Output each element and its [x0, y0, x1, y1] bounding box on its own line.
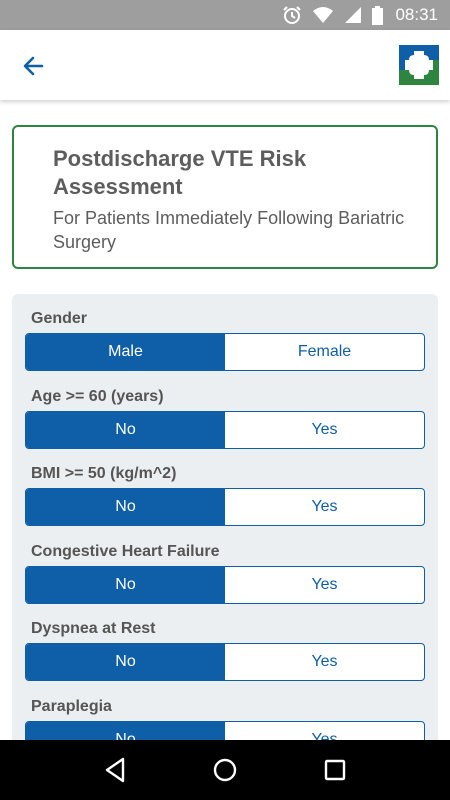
option-female[interactable]: Female — [297, 343, 352, 360]
question-dyspnea: Dyspnea at Rest No Yes — [25, 618, 425, 696]
alarm-icon — [283, 6, 302, 24]
arrow-left-icon — [23, 56, 44, 76]
option-no[interactable]: No — [26, 721, 225, 740]
question-age: Age >= 60 (years) No Yes — [25, 386, 425, 464]
clinic-logo — [399, 45, 439, 85]
question-label: Gender — [31, 310, 88, 327]
option-no[interactable]: No — [26, 566, 225, 603]
nav-back-button[interactable] — [95, 750, 135, 790]
question-paraplegia: Paraplegia No Yes — [25, 696, 425, 741]
home-circle-icon — [213, 758, 237, 782]
age-toggle: No Yes — [25, 410, 425, 449]
nav-recents-button[interactable] — [315, 750, 355, 790]
question-label: Congestive Heart Failure — [31, 542, 220, 560]
chf-toggle: No Yes — [25, 565, 425, 604]
page-subtitle: For Patients Immediately Following Baria… — [53, 208, 405, 252]
signal-icon — [345, 7, 362, 23]
option-yes[interactable]: Yes — [311, 420, 338, 438]
question-chf: Congestive Heart Failure No Yes — [25, 541, 425, 619]
status-time: 08:31 — [395, 5, 438, 24]
title-card: Postdischarge VTE Risk Assessment For Pa… — [12, 125, 438, 269]
question-gender: Gender Male Female — [25, 308, 425, 386]
battery-icon — [372, 5, 384, 25]
option-no[interactable]: No — [26, 644, 225, 680]
question-label: Paraplegia — [31, 697, 112, 715]
status-bar: 08:31 — [0, 0, 450, 30]
question-bmi: BMI >= 50 (kg/m^2) No Yes — [25, 463, 425, 541]
option-male[interactable]: Male — [26, 334, 225, 370]
app-bar — [0, 30, 450, 100]
back-triangle-icon — [105, 757, 125, 783]
bmi-toggle: No Yes — [25, 488, 425, 526]
option-yes[interactable]: Yes — [311, 575, 338, 593]
option-no[interactable]: No — [26, 411, 225, 448]
content-area[interactable]: Postdischarge VTE Risk Assessment For Pa… — [0, 100, 450, 740]
question-label: BMI >= 50 (kg/m^2) — [31, 465, 177, 482]
question-label: Dyspnea at Rest — [31, 620, 156, 637]
option-yes[interactable]: Yes — [311, 730, 338, 741]
gender-toggle: Male Female — [25, 333, 425, 371]
question-label: Age >= 60 (years) — [31, 387, 164, 405]
nav-home-button[interactable] — [205, 750, 245, 790]
risk-form: Gender Male Female Age >= 60 (years) No … — [12, 294, 438, 740]
back-button[interactable] — [20, 52, 50, 80]
paraplegia-toggle: No Yes — [25, 720, 425, 741]
option-no[interactable]: No — [26, 489, 225, 525]
option-yes[interactable]: Yes — [311, 653, 338, 670]
page-title: Postdischarge VTE Risk Assessment — [53, 146, 307, 199]
dyspnea-toggle: No Yes — [25, 643, 425, 681]
system-nav-bar — [0, 740, 450, 800]
wifi-icon — [313, 7, 334, 23]
option-yes[interactable]: Yes — [311, 498, 338, 515]
recents-square-icon — [324, 759, 346, 781]
